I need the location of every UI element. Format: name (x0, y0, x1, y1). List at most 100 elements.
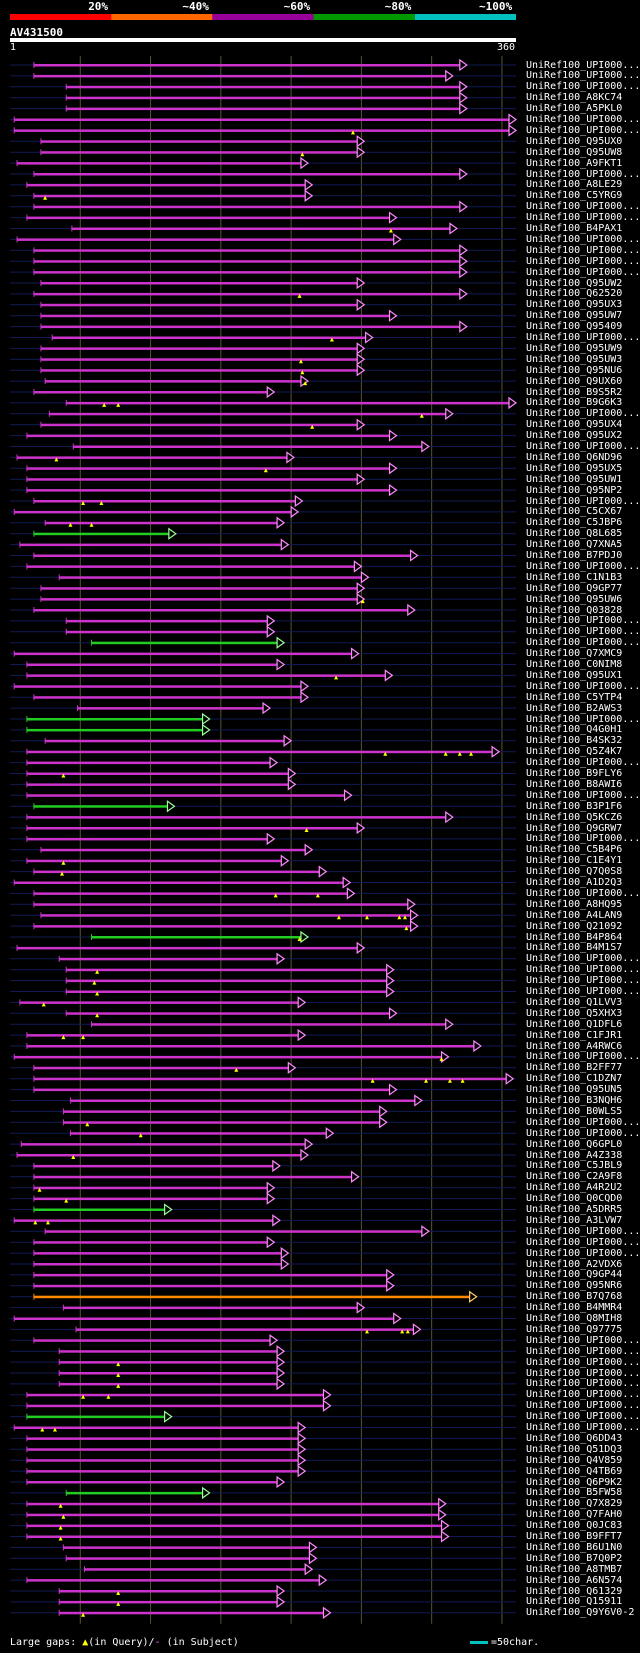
hit-label[interactable]: UniRef100_UPI000... (526, 975, 640, 987)
hit-label[interactable]: UniRef100_Q9UX60 (526, 375, 623, 387)
hit-label[interactable]: UniRef100_UPI000... (526, 680, 640, 692)
hit-label[interactable]: UniRef100_Q1DFL6 (526, 1018, 623, 1030)
hit-label[interactable]: UniRef100_C5B4P6 (526, 844, 623, 856)
hit-label[interactable]: UniRef100_UPI000... (526, 495, 640, 507)
hit-label[interactable]: UniRef100_Q95UX5 (526, 462, 623, 474)
hit-label[interactable]: UniRef100_B4P864 (526, 931, 623, 943)
hit-label[interactable]: UniRef100_Q95UX2 (526, 430, 623, 442)
hit-label[interactable]: UniRef100_Q95UW9 (526, 342, 623, 354)
hit-label[interactable]: UniRef100_Q95UW7 (526, 310, 623, 322)
hit-label[interactable]: UniRef100_Q9GRW7 (526, 822, 623, 834)
hit-label[interactable]: UniRef100_A2VDX6 (526, 1258, 623, 1270)
hit-label[interactable]: UniRef100_A4R2U2 (526, 1182, 623, 1194)
hit-label[interactable]: UniRef100_Q7X829 (526, 1498, 623, 1510)
hit-label[interactable]: UniRef100_UPI000... (526, 332, 640, 343)
hit-label[interactable]: UniRef100_Q9GP44 (526, 1269, 623, 1281)
hit-label[interactable]: UniRef100_C1E4Y1 (526, 855, 623, 867)
hit-label[interactable]: UniRef100_Q95409 (526, 321, 623, 333)
hit-label[interactable]: UniRef100_C5YTP4 (526, 691, 623, 703)
hit-label[interactable]: UniRef100_Q0CQD0 (526, 1193, 623, 1205)
hit-label[interactable]: UniRef100_UPI000... (526, 560, 640, 572)
hit-label[interactable]: UniRef100_B2FF77 (526, 1062, 623, 1074)
hit-label[interactable]: UniRef100_Q7XMC9 (526, 648, 623, 660)
hit-label[interactable]: UniRef100_UPI000... (526, 1247, 640, 1259)
hit-label[interactable]: UniRef100_UPI000... (526, 114, 640, 125)
hit-label[interactable]: UniRef100_A1D2Q3 (526, 877, 623, 888)
hit-label[interactable]: UniRef100_A8KC74 (526, 92, 623, 104)
hit-label[interactable]: UniRef100_UPI000... (526, 789, 640, 801)
hit-label[interactable]: UniRef100_UPI000... (526, 637, 640, 649)
hit-label[interactable]: UniRef100_A5PKL0 (526, 103, 623, 115)
hit-label[interactable]: UniRef100_A8TMB7 (526, 1563, 623, 1575)
hit-label[interactable]: UniRef100_UPI000... (526, 201, 640, 213)
hit-label[interactable]: UniRef100_UPI000... (526, 1356, 640, 1368)
hit-label[interactable]: UniRef100_C1FJR1 (526, 1029, 623, 1041)
hit-label[interactable]: UniRef100_Q95UX1 (526, 669, 623, 681)
hit-label[interactable]: UniRef100_UPI000... (526, 244, 640, 256)
hit-label[interactable]: UniRef100_A9FKT1 (526, 157, 623, 169)
hit-label[interactable]: UniRef100_C5YRG9 (526, 190, 623, 202)
hit-label[interactable]: UniRef100_B4PAX1 (526, 223, 623, 234)
hit-label[interactable]: UniRef100_Q5XHX3 (526, 1007, 623, 1019)
hit-label[interactable]: UniRef100_A3LVW7 (526, 1214, 623, 1226)
hit-label[interactable]: UniRef100_Q21092 (526, 920, 623, 932)
hit-label[interactable]: UniRef100_B2AWS3 (526, 702, 623, 714)
hit-label[interactable]: UniRef100_Q03828 (526, 604, 623, 616)
hit-label[interactable]: UniRef100_Q95UW3 (526, 353, 623, 365)
hit-label[interactable]: UniRef100_B8AWI6 (526, 778, 623, 790)
hit-label[interactable]: UniRef100_Q1LVV3 (526, 996, 623, 1008)
hit-label[interactable]: UniRef100_UPI000... (526, 441, 640, 452)
hit-label[interactable]: UniRef100_UPI000... (526, 1116, 640, 1128)
hit-label[interactable]: UniRef100_Q95UW8 (526, 146, 623, 158)
hit-label[interactable]: UniRef100_UPI000... (526, 124, 640, 136)
hit-label[interactable]: UniRef100_UPI000... (526, 615, 640, 627)
hit-label[interactable]: UniRef100_B4M1S7 (526, 942, 623, 954)
hit-label[interactable]: UniRef100_B9S5R2 (526, 386, 623, 398)
hit-label[interactable]: UniRef100_UPI000... (526, 1378, 640, 1390)
hit-label[interactable]: UniRef100_C5JBL9 (526, 1160, 623, 1172)
hit-label[interactable]: UniRef100_UPI000... (526, 1422, 640, 1433)
hit-label[interactable]: UniRef100_A4Z338 (526, 1149, 623, 1161)
hit-label[interactable]: UniRef100_Q95UX0 (526, 135, 623, 147)
hit-label[interactable]: UniRef100_UPI000... (526, 986, 640, 997)
hit-label[interactable]: UniRef100_B7Q0P2 (526, 1552, 623, 1564)
hit-label[interactable]: UniRef100_Q9Y6V0-2 (526, 1607, 635, 1619)
hit-label[interactable]: UniRef100_UPI000... (526, 1127, 640, 1139)
hit-label[interactable]: UniRef100_C5JBP6 (526, 517, 623, 529)
hit-label[interactable]: UniRef100_B7Q768 (526, 1291, 623, 1303)
hit-label[interactable]: UniRef100_Q4G0H1 (526, 724, 623, 736)
hit-label[interactable]: UniRef100_UPI000... (526, 1225, 640, 1237)
hit-label[interactable]: UniRef100_B9G6K3 (526, 397, 623, 409)
hit-label[interactable]: UniRef100_Q0JC83 (526, 1520, 623, 1532)
hit-label[interactable]: UniRef100_UPI000... (526, 70, 640, 82)
hit-label[interactable]: UniRef100_UPI000... (526, 212, 640, 224)
hit-label[interactable]: UniRef100_UPI000... (526, 255, 640, 267)
hit-label[interactable]: UniRef100_Q97775 (526, 1323, 623, 1335)
hit-label[interactable]: UniRef100_Q61329 (526, 1585, 623, 1597)
hit-label[interactable]: UniRef100_Q62520 (526, 288, 623, 300)
hit-label[interactable]: UniRef100_Q95UX3 (526, 299, 623, 311)
hit-label[interactable]: UniRef100_Q6P9K2 (526, 1476, 623, 1488)
hit-label[interactable]: UniRef100_Q6DD43 (526, 1432, 623, 1444)
hit-label[interactable]: UniRef100_A4LAN9 (526, 909, 623, 921)
hit-label[interactable]: UniRef100_UPI000... (526, 168, 640, 180)
hit-label[interactable]: UniRef100_B7PDJ0 (526, 550, 623, 561)
hit-label[interactable]: UniRef100_A8HQ95 (526, 898, 623, 910)
hit-label[interactable]: UniRef100_B9FLY6 (526, 768, 623, 779)
hit-label[interactable]: UniRef100_UPI000... (526, 81, 640, 93)
hit-label[interactable]: UniRef100_Q7XNA5 (526, 539, 623, 551)
hit-label[interactable]: UniRef100_Q95UW6 (526, 593, 623, 605)
hit-label[interactable]: UniRef100_B4MMR4 (526, 1302, 623, 1314)
hit-label[interactable]: UniRef100_UPI000... (526, 964, 640, 976)
hit-label[interactable]: UniRef100_UPI000... (526, 1389, 640, 1401)
hit-label[interactable]: UniRef100_Q9GP77 (526, 582, 623, 594)
hit-label[interactable]: UniRef100_UPI000... (526, 59, 640, 71)
hit-label[interactable]: UniRef100_Q95NR6 (526, 1280, 623, 1292)
hit-label[interactable]: UniRef100_B5FW58 (526, 1487, 623, 1499)
hit-label[interactable]: UniRef100_Q7FAH0 (526, 1509, 623, 1521)
hit-label[interactable]: UniRef100_Q5KCZ6 (526, 811, 623, 823)
hit-label[interactable]: UniRef100_A5DRR5 (526, 1204, 623, 1215)
hit-label[interactable]: UniRef100_UPI000... (526, 833, 640, 845)
hit-label[interactable]: UniRef100_Q7Q0S8 (526, 866, 623, 878)
hit-label[interactable]: UniRef100_UPI000... (526, 408, 640, 420)
